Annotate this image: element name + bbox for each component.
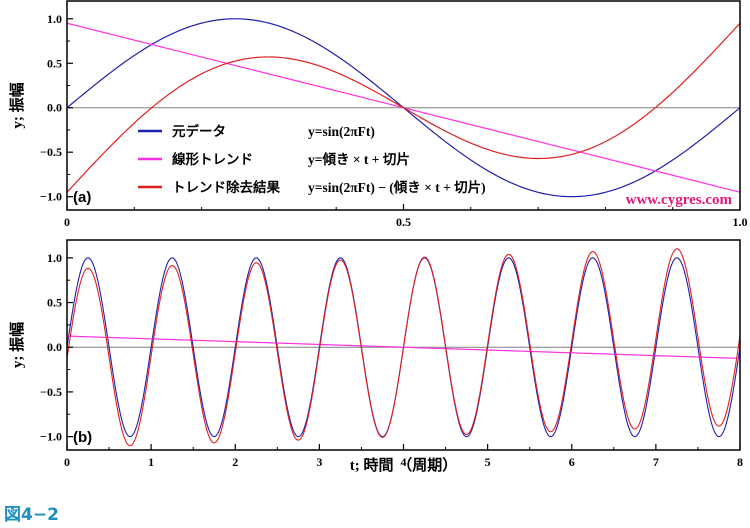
- panel-a-y-ticks: 1.0 0.5 0.0 −0.5 −1.0: [40, 12, 73, 204]
- panel-b: 1.0 0.5 0.0 −0.5 −1.0 0 1 2 3 4 5 6 7 8 y; 振幅 t; 時間 …: [8, 239, 743, 474]
- y-tick-label: −0.5: [40, 145, 62, 159]
- panel-b-tag: (b): [73, 429, 92, 446]
- x-tick-label: 3: [316, 455, 322, 469]
- x-tick-label: 4: [401, 455, 407, 469]
- legend-formula-original: y=sin(2πFt): [308, 124, 375, 139]
- panel-b-y-ticks: 1.0 0.5 0.0 −0.5 −1.0: [40, 251, 73, 444]
- figure-label: 図4−2: [4, 505, 59, 525]
- y-tick-label: 1.0: [47, 251, 62, 265]
- panel-a-frame: [66, 0, 741, 211]
- legend: 元データ y=sin(2πFt) 線形トレンド y=傾き × t + 切片 トレ…: [138, 123, 486, 195]
- x-tick-label: 7: [653, 455, 659, 469]
- y-tick-label: 0.5: [47, 296, 62, 310]
- legend-label-detrended: トレンド除去結果: [172, 179, 280, 195]
- panel-b-x-ticks: 0 1 2 3 4 5 6 7 8: [64, 444, 743, 469]
- y-tick-label: −1.0: [40, 430, 62, 444]
- panel-b-x-axis-label: t; 時間 （周期）: [350, 456, 458, 474]
- panel-a-detrended-series: [66, 22, 741, 193]
- legend-formula-trend: y=傾き × t + 切片: [308, 151, 410, 167]
- x-tick-label: 1.0: [733, 215, 748, 229]
- x-tick-label: 0: [64, 455, 70, 469]
- panel-a-tag: (a): [73, 189, 91, 206]
- credit-text: www.cygres.com: [626, 192, 733, 208]
- y-tick-label: 0.0: [47, 101, 62, 115]
- x-tick-label: 6: [569, 455, 575, 469]
- legend-label-original: 元データ: [172, 123, 226, 139]
- y-tick-label: 0.0: [47, 340, 62, 354]
- y-tick-label: −1.0: [40, 190, 62, 204]
- panel-a: 1.0 0.5 0.0 −0.5 −1.0 0 0.5 1.0 y; 振幅 (a) 元データ…: [8, 0, 748, 229]
- x-tick-label: 0: [64, 215, 70, 229]
- y-tick-label: −0.5: [40, 385, 62, 399]
- y-tick-label: 1.0: [47, 12, 62, 26]
- panel-b-detrended-series: [66, 248, 741, 447]
- y-tick-label: 0.5: [47, 56, 62, 70]
- x-tick-label: 0.5: [396, 215, 411, 229]
- panel-a-y-axis-label: y; 振幅: [8, 82, 26, 128]
- legend-formula-detrended: y=sin(2πFt) − (傾き × t + 切片): [308, 179, 486, 195]
- legend-label-trend: 線形トレンド: [172, 151, 253, 167]
- x-tick-label: 8: [737, 455, 743, 469]
- x-tick-label: 2: [232, 455, 238, 469]
- x-tick-label: 1: [148, 455, 154, 469]
- panel-b-y-axis-label: y; 振幅: [8, 322, 26, 368]
- panel-a-x-ticks: 0 0.5 1.0: [64, 204, 748, 229]
- x-tick-label: 5: [485, 455, 491, 469]
